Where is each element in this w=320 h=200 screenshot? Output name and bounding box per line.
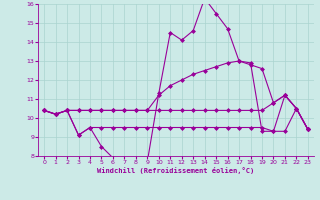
- X-axis label: Windchill (Refroidissement éolien,°C): Windchill (Refroidissement éolien,°C): [97, 167, 255, 174]
